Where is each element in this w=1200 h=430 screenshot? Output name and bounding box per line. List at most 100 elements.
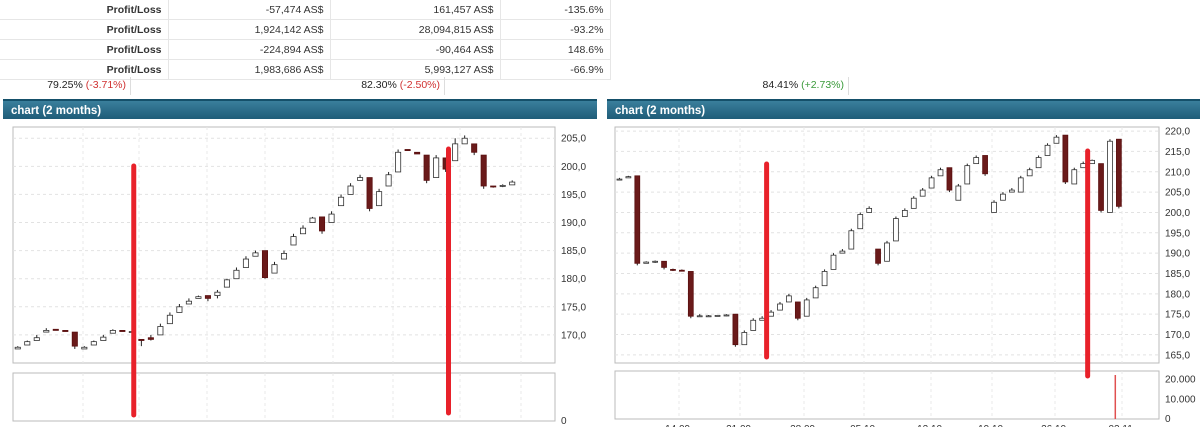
candle [1035,157,1042,169]
y-tick-label: 175,0 [561,302,586,313]
x-tick-label: 05.10. [850,424,878,427]
row-label: Profit/Loss [0,19,169,40]
candle [946,167,953,191]
y-tick-label: 185,0 [561,246,586,257]
y-tick-label: 200,0 [561,162,586,173]
candle [280,253,288,260]
candle [786,295,792,303]
ohlc-chart-left[interactable]: 205,0 200,0 195,0 190,0 185,0 180,0 175,0 170,0… [3,119,597,430]
candle [1116,138,1122,207]
candle [452,143,459,162]
candle [138,338,145,341]
candle [461,137,468,145]
candle [71,331,78,347]
chart-panel-right: chart (2 months) 220,0 215,0 210,0 205,0 200… [607,99,1200,430]
x-tick-label: 14.09. [665,424,693,427]
candle [157,326,164,336]
candle [928,177,935,189]
candle [509,181,516,186]
candle [812,287,819,299]
row-value: -57,474 AS$ [168,0,331,20]
candle [290,236,297,246]
row-value: 5,993,127 AS$ [330,59,501,80]
candle [433,157,440,178]
candle [679,269,685,272]
candle [252,252,259,257]
x-tick-label: 28.09. [193,426,221,427]
candle [385,174,392,187]
candle [866,207,873,213]
summary-value: 84.41% [762,79,799,91]
chart-panel-left: chart (2 months) 205,0 200,0 195,0 190,0 185… [3,99,597,430]
candle [964,165,971,185]
candle [803,299,810,317]
y-tick-label: 200,0 [1165,208,1190,219]
candle [81,346,88,350]
row-value: -135.6% [500,0,611,20]
candle [919,189,926,197]
candle [319,216,326,232]
candle [204,295,211,299]
chart-panel-title: chart (2 months) [3,99,597,119]
candle [670,269,676,271]
candle [300,227,307,235]
volume-tick-label: 0 [1165,414,1171,425]
y-tick-label: 190,0 [561,218,586,229]
y-tick-label: 210,0 [1165,167,1190,178]
row-value: -93.2% [500,19,611,40]
candle [357,177,364,181]
candle [634,175,641,264]
row-value: 161,457 AS$ [330,0,501,20]
row-value: 148.6% [500,39,611,60]
y-tick-label: 175,0 [1165,310,1190,321]
ohlc-chart-right[interactable]: 220,0 215,0 210,0 205,0 200,0 195,0 190,0 185,0… [607,119,1200,430]
candle [90,341,97,346]
candle [414,151,421,155]
candle [271,264,278,274]
y-tick-label: 205,0 [561,134,586,145]
candle [714,314,721,317]
candle [214,291,221,296]
candle [195,296,202,299]
profit-loss-row: Profit/Loss 1,924,142 AS$ 28,094,815 AS$ -9… [0,19,611,40]
candle [1098,163,1104,211]
x-tick-label: 02.11. [507,426,534,427]
candle [490,185,497,188]
candle [1089,159,1095,165]
candle [1107,140,1113,213]
y-tick-label: 170,0 [561,330,586,341]
volume-tick-label: 20.000 [1165,375,1196,386]
y-tick-label: 180,0 [561,274,586,285]
candle [404,149,411,152]
candle [750,319,757,331]
x-tick-label: 14.09. [69,426,97,427]
candle [43,330,50,333]
candle [821,271,828,287]
y-tick-label: 165,0 [1165,350,1190,361]
candle [687,271,694,317]
candle [794,301,801,319]
candle [376,191,383,207]
candle [910,197,917,209]
y-tick-label: 180,0 [1165,289,1190,300]
candle [119,330,126,332]
volume-tick-label: 10.000 [1165,395,1196,406]
chart-panel-title: chart (2 months) [607,99,1200,119]
y-tick-label: 170,0 [1165,330,1190,341]
candle [643,261,650,264]
x-tick-label: 19.10. [978,424,1006,427]
y-tick-label: 185,0 [1165,269,1190,280]
row-value: -66.9% [500,59,611,80]
summary-value: 82.30% [361,79,397,91]
x-tick-label: 26.10. [1041,424,1069,427]
candle [857,214,864,230]
summary-change: (+2.73%) [801,79,844,91]
candle [14,346,21,350]
candle [33,337,40,341]
candle [52,328,59,331]
candle [625,176,632,179]
candle [705,315,712,318]
candle [166,314,173,325]
candle [991,201,997,213]
candle [955,185,962,201]
